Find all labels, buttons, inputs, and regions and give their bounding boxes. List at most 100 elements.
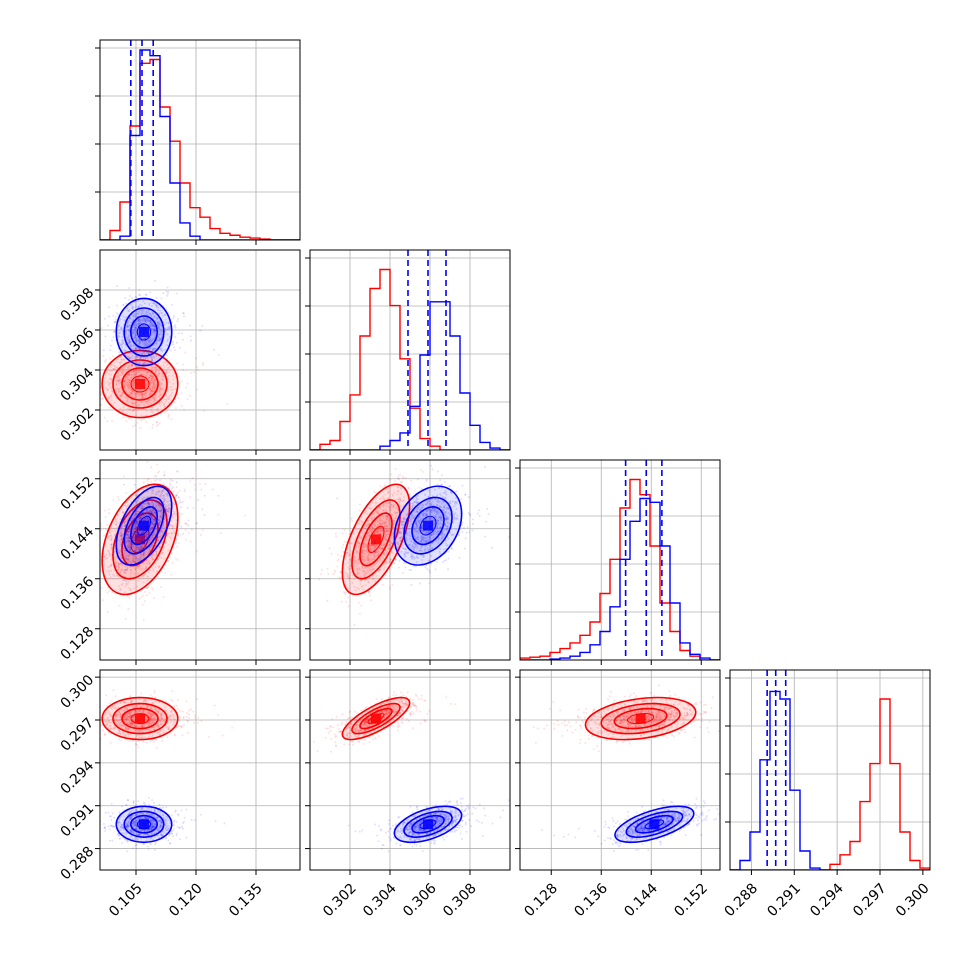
scatter-point-blue <box>204 482 207 485</box>
scatter-point-blue <box>120 527 123 530</box>
scatter-point-blue <box>131 330 134 333</box>
scatter-point-blue <box>132 533 135 536</box>
scatter-point-blue <box>389 508 392 511</box>
scatter-point-red <box>112 368 115 371</box>
scatter-point-red <box>110 378 113 381</box>
scatter-point-blue <box>159 328 162 331</box>
scatter-point-red <box>127 398 130 401</box>
scatter-point-red <box>164 369 167 372</box>
scatter-point-red <box>108 512 111 515</box>
scatter-point-red <box>199 482 202 485</box>
scatter-point-red <box>148 539 151 542</box>
scatter-point-blue <box>394 511 397 514</box>
scatter-point-red <box>172 388 175 391</box>
scatter-point-red <box>95 556 97 558</box>
scatter-point-red <box>132 515 135 518</box>
scatter-point-red <box>188 394 191 397</box>
scatter-point-blue <box>130 521 133 524</box>
scatter-point-red <box>132 370 135 373</box>
scatter-point-red <box>152 509 155 512</box>
scatter-point-red <box>106 370 109 373</box>
scatter-point-red <box>132 375 135 378</box>
scatter-point-red <box>122 385 125 388</box>
scatter-point-red <box>144 382 147 385</box>
scatter-point-blue <box>131 296 134 299</box>
scatter-point-blue <box>146 343 149 346</box>
scatter-point-red <box>151 365 154 368</box>
scatter-point-blue <box>125 336 128 339</box>
scatter-point-red <box>170 532 173 535</box>
scatter-point-red <box>87 359 89 361</box>
scatter-point-red <box>105 387 108 390</box>
scatter-point-blue <box>153 330 156 333</box>
scatter-point-red <box>142 374 145 377</box>
scatter-point-red <box>110 363 113 366</box>
scatter-point-red <box>131 517 134 520</box>
scatter-point-red <box>175 494 178 497</box>
scatter-point-blue <box>150 466 153 469</box>
scatter-point-red <box>154 378 157 381</box>
scatter-point-red <box>116 380 119 383</box>
scatter-point-blue <box>188 324 191 327</box>
scatter-point-blue <box>158 337 161 340</box>
scatter-point-red <box>92 357 94 359</box>
scatter-point-red <box>129 363 132 366</box>
scatter-point-blue <box>127 335 130 338</box>
scatter-point-red <box>141 395 144 398</box>
scatter-point-blue <box>128 317 131 320</box>
scatter-point-blue <box>150 356 153 359</box>
scatter-point-blue <box>122 511 125 514</box>
scatter-point-blue <box>141 536 144 539</box>
scatter-point-red <box>137 370 140 373</box>
scatter-point-red <box>135 521 138 524</box>
scatter-point-red <box>177 376 180 379</box>
scatter-point-red <box>129 386 132 389</box>
scatter-point-blue <box>138 348 141 351</box>
scatter-point-red <box>125 491 128 494</box>
scatter-point-red <box>142 553 145 556</box>
scatter-point-blue <box>131 328 134 331</box>
scatter-point-red <box>110 381 113 384</box>
scatter-point-blue <box>134 331 137 334</box>
scatter-point-red <box>422 470 425 473</box>
scatter-point-red <box>141 393 144 396</box>
scatter-point-blue <box>159 323 162 326</box>
scatter-point-blue <box>134 348 137 351</box>
scatter-point-blue <box>110 548 113 551</box>
scatter-point-blue <box>131 364 134 367</box>
scatter-point-red <box>133 374 136 377</box>
scatter-point-blue <box>152 312 155 315</box>
scatter-point-blue <box>147 513 150 516</box>
scatter-point-red <box>184 386 187 389</box>
scatter-point-blue <box>152 337 155 340</box>
scatter-point-red <box>134 568 137 571</box>
scatter-point-red <box>152 558 155 561</box>
scatter-point-red <box>137 403 140 406</box>
scatter-point-blue <box>336 497 339 500</box>
scatter-point-blue <box>107 549 110 552</box>
scatter-point-blue <box>132 344 135 347</box>
scatter-point-red <box>119 355 122 358</box>
scatter-point-blue <box>114 529 117 532</box>
scatter-point-red <box>148 388 151 391</box>
scatter-point-blue <box>125 514 128 517</box>
scatter-point-red <box>142 356 145 359</box>
scatter-point-blue <box>143 544 146 547</box>
scatter-point-red <box>142 581 145 584</box>
scatter-point-blue <box>138 342 141 345</box>
scatter-point-red <box>136 405 139 408</box>
scatter-point-blue <box>149 325 152 328</box>
scatter-point-blue <box>139 540 142 543</box>
scatter-point-red <box>136 355 139 358</box>
scatter-point-blue <box>144 567 147 570</box>
scatter-point-red <box>158 524 161 527</box>
scatter-point-red <box>150 367 153 370</box>
scatter-point-red <box>133 555 136 558</box>
scatter-point-blue <box>134 533 137 536</box>
scatter-point-red <box>132 536 135 539</box>
scatter-point-red <box>134 403 137 406</box>
scatter-point-red <box>144 402 147 405</box>
scatter-point-blue <box>150 513 153 516</box>
scatter-point-red <box>130 364 133 367</box>
scatter-point-blue <box>137 499 140 502</box>
